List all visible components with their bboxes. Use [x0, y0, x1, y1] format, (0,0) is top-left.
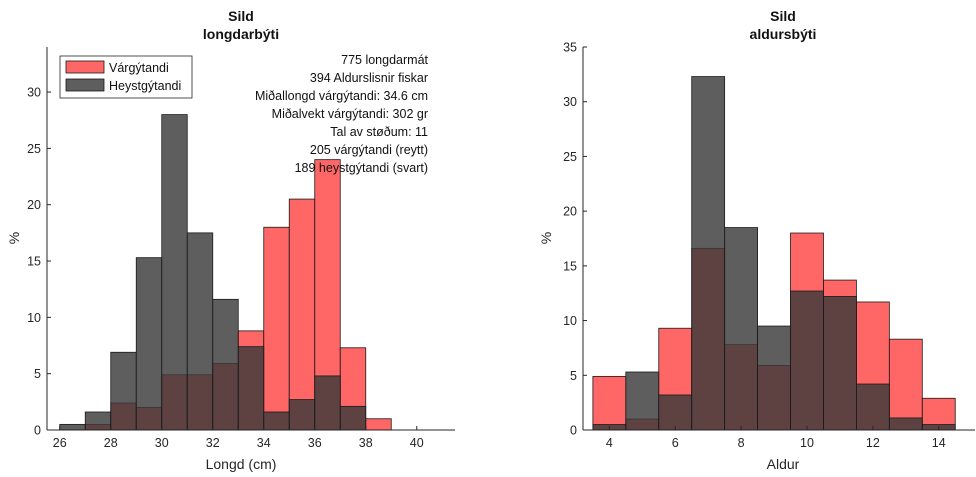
age-bar-vrgtandi-9: [888, 338, 923, 431]
age-tick-labels: 4 6 8 10 12 14 0 5 10 15 20 25 30 35: [563, 41, 946, 451]
length-bar-heystgtandi-6: [212, 298, 239, 431]
age-y-tick-label-20: 20: [563, 205, 577, 219]
length-x-axis-label: Longd (cm): [206, 456, 277, 472]
age-bar-heystgtandi-8: [856, 383, 890, 431]
age-x-tick-label-4: 4: [606, 436, 613, 450]
age-y-tick-label-35: 35: [563, 41, 577, 55]
length-y-tick-label-0: 0: [34, 424, 41, 438]
annotation-mean-weight: Miðalvekt várgýtandi: 302 gr: [272, 107, 428, 121]
length-bar-heystgtandi-5: [186, 232, 214, 431]
age-bar-heystgtandi-1: [625, 371, 660, 431]
age-y-tick-label-0: 0: [570, 424, 577, 438]
age-chart-title: Sild: [770, 8, 796, 24]
length-axes: [46, 47, 455, 431]
age-x-tick-label-14: 14: [932, 436, 946, 450]
age-bar-heystgtandi-3: [691, 76, 726, 431]
age-x-axis-label: Aldur: [767, 456, 800, 472]
length-bar-heystgtandi-9: [288, 399, 316, 431]
length-y-tick-label-5: 5: [34, 367, 41, 381]
annotation-mean-length: Miðallongd várgýtandi: 34.6 cm: [255, 89, 428, 103]
age-bar-heystgtandi-6: [790, 290, 824, 431]
age-chart-subtitle: aldursbýti: [750, 26, 817, 42]
length-histogram-panel: Sild longdarbýti 26 28 30 32 34 36 38 400510152…: [6, 8, 455, 472]
length-bar-heystgtandi-0: [59, 423, 86, 431]
length-y-tick-label-25: 25: [27, 142, 41, 156]
age-y-tick-label-15: 15: [563, 259, 577, 273]
age-x-tick-label-12: 12: [866, 436, 880, 450]
length-x-tick-label-36: 36: [308, 436, 322, 450]
length-x-tick-label-34: 34: [257, 436, 271, 450]
legend-swatch-heystgytandi: [65, 78, 105, 92]
length-y-axis-label: %: [6, 232, 22, 244]
length-bar-heystgtandi-2: [110, 351, 137, 431]
length-bar-heystgtandi-4: [161, 114, 188, 431]
age-bar-heystgtandi-9: [888, 417, 923, 431]
legend-label-heystgytandi: Heystgýtandi: [109, 79, 181, 93]
length-bar-heystgtandi-3: [135, 257, 163, 431]
length-bar-heystgtandi-11: [339, 405, 367, 431]
length-tick-labels: 26 28 30 32 34 36 38 40 0 5 10 15 20 25 30: [27, 86, 424, 450]
annotation-spring-spawners: 205 várgýtandi (reytt): [310, 143, 428, 157]
length-y-tick-label-15: 15: [27, 255, 41, 269]
legend: Várgýtandi Heystgýtandi: [59, 55, 193, 99]
age-bar-heystgtandi-2: [658, 394, 693, 431]
age-x-tick-label-10: 10: [800, 436, 814, 450]
age-x-tick-label-6: 6: [672, 436, 679, 450]
legend-swatch-vargytandi: [65, 60, 105, 74]
length-x-tick-label-30: 30: [155, 436, 169, 450]
length-bar-heystgtandi-7: [237, 346, 265, 431]
age-y-axis-label: %: [538, 232, 554, 244]
age-bars: [592, 76, 956, 431]
legend-label-vargytandi: Várgýtandi: [109, 61, 169, 75]
length-bar-heystgtandi-8: [263, 411, 290, 431]
length-bars: [59, 114, 392, 431]
annotation-aged-fish: 394 Aldurslisnir fiskar: [310, 71, 428, 85]
annotation-autumn-spawners: 189 heystgýtandi (svart): [295, 161, 428, 175]
annotation-station-count: Tal av støðum: 11: [330, 125, 428, 139]
age-y-tick-label-5: 5: [570, 369, 577, 383]
age-y-tick-label-10: 10: [563, 314, 577, 328]
length-y-tick-label-10: 10: [27, 311, 41, 325]
age-bar-heystgtandi-7: [823, 296, 857, 431]
length-bar-heystgtandi-1: [84, 411, 112, 431]
length-chart-subtitle: longdarbýti: [203, 26, 279, 42]
age-histogram-panel: Sild aldursbýti 4 6 8 10 12 1405101520253035 …: [538, 8, 975, 472]
statistics-annotations: 775 longdarmát 394 Aldurslisnir fiskar M…: [255, 53, 429, 175]
length-x-tick-label-38: 38: [359, 436, 373, 450]
age-bar-heystgtandi-4: [724, 227, 758, 431]
age-bar-heystgtandi-5: [757, 325, 791, 431]
age-axes: [582, 46, 975, 431]
age-y-tick-label-30: 30: [563, 95, 577, 109]
length-bar-heystgtandi-10: [314, 375, 341, 431]
length-bar-vrgtandi-9: [288, 198, 316, 431]
age-y-tick-label-25: 25: [563, 150, 577, 164]
length-x-tick-label-40: 40: [410, 436, 424, 450]
annotation-length-count: 775 longdarmát: [341, 53, 428, 67]
length-x-tick-label-28: 28: [104, 436, 118, 450]
length-y-tick-label-30: 30: [27, 86, 41, 100]
length-chart-title: Sild: [228, 8, 254, 24]
length-x-tick-label-26: 26: [53, 436, 67, 450]
length-x-tick-label-32: 32: [206, 436, 220, 450]
length-bar-vrgtandi-8: [263, 226, 290, 431]
age-bar-vrgtandi-0: [592, 375, 627, 431]
length-bar-vrgtandi-12: [365, 418, 392, 431]
length-y-tick-label-20: 20: [27, 198, 41, 212]
age-x-tick-label-8: 8: [738, 436, 745, 450]
